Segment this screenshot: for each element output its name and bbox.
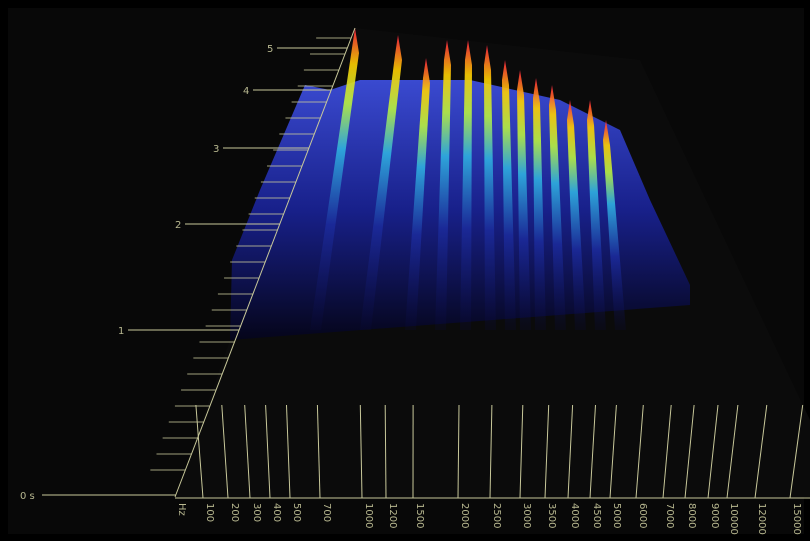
frequency-tick-label: 4000 [569,503,580,528]
frequency-tick-label: 8000 [686,503,697,528]
frequency-tick-label: 9000 [709,503,720,528]
frequency-tick-label: 1500 [414,503,425,528]
frequency-tick-label: 1000 [363,503,374,528]
frequency-tick-label: Hz [176,503,187,516]
frequency-tick-label: 4500 [591,503,602,528]
time-tick-label: 1 [118,326,124,337]
frequency-tick-label: 2500 [491,503,502,528]
frequency-tick-label: 200 [229,503,240,522]
frequency-tick-label: 1200 [387,503,398,528]
time-tick-label: 4 [243,86,249,97]
time-tick-label: 2 [175,220,181,231]
spectrogram-view: 0 s 1 2 3 4 5 Hz 100 200 300 400 500 700 1000 1200 1500… [0,0,810,541]
frequency-tick-label: 100 [204,503,215,522]
frequency-tick-label: 400 [271,503,282,522]
frequency-tick-label: 3000 [521,503,532,528]
time-tick-label: 0 s [20,491,35,502]
frequency-tick-label: 700 [321,503,332,522]
frequency-tick-label: 12000 [756,503,767,535]
frequency-tick-label: 300 [251,503,262,522]
frequency-tick-label: 6000 [637,503,648,528]
frequency-tick-label: 10000 [728,503,739,535]
frequency-tick-label: 500 [291,503,302,522]
frequency-tick-label: 5000 [611,503,622,528]
time-tick-label: 3 [213,144,219,155]
frequency-tick-label: 3500 [546,503,557,528]
frequency-tick-label: 7000 [664,503,675,528]
frequency-tick-label: 2000 [459,503,470,528]
time-tick-label: 5 [267,44,273,55]
frequency-tick-label: 15000 [791,503,802,535]
